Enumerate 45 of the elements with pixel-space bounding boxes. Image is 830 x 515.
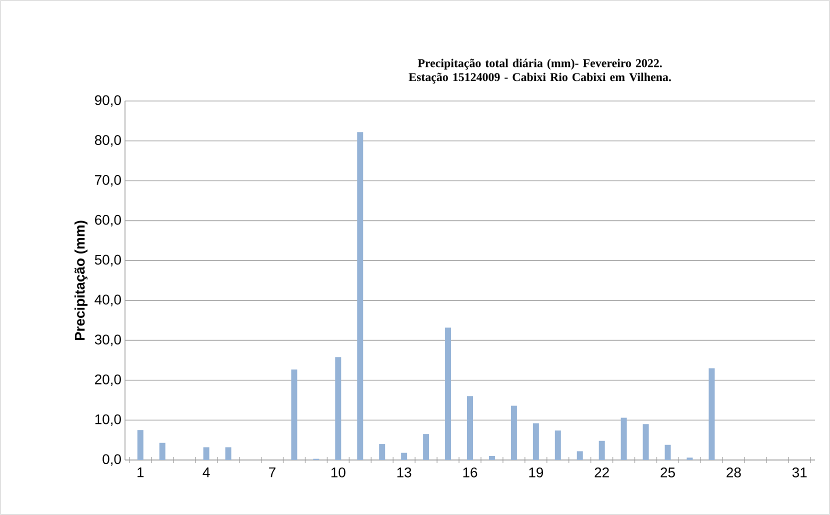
y-tick-label: 70,0 bbox=[95, 175, 121, 187]
x-tick-label: 10 bbox=[331, 468, 346, 478]
bar bbox=[225, 447, 232, 460]
x-tick-label: 25 bbox=[660, 468, 675, 478]
y-tick-label: 10,0 bbox=[95, 414, 121, 426]
y-tick-label: 0,0 bbox=[102, 454, 121, 466]
y-tick-label: 60,0 bbox=[95, 214, 121, 226]
y-tick-label: 20,0 bbox=[95, 374, 121, 386]
bar bbox=[159, 442, 166, 460]
bar bbox=[401, 452, 408, 460]
bar bbox=[642, 424, 649, 460]
bar bbox=[488, 456, 495, 460]
bar bbox=[554, 430, 561, 460]
x-tick-label: 13 bbox=[397, 468, 412, 478]
bar bbox=[708, 368, 715, 460]
bar bbox=[510, 406, 517, 460]
bar bbox=[467, 396, 474, 460]
x-tick-label: 31 bbox=[792, 468, 807, 478]
bar bbox=[357, 132, 364, 460]
bar bbox=[291, 369, 298, 460]
y-axis-title: Precipitação (mm) bbox=[74, 220, 88, 340]
bar bbox=[379, 444, 386, 460]
x-tick-label: 1 bbox=[138, 468, 144, 478]
bar bbox=[445, 328, 452, 460]
x-tick-label: 16 bbox=[463, 468, 478, 478]
x-tick-label: 28 bbox=[726, 468, 741, 478]
bar bbox=[620, 418, 627, 460]
y-tick-label: 40,0 bbox=[94, 294, 121, 306]
bar bbox=[335, 357, 342, 460]
y-tick-label: 90,0 bbox=[94, 95, 121, 107]
y-tick-label: 50,0 bbox=[94, 254, 121, 266]
bar bbox=[203, 447, 210, 460]
x-tick-label: 22 bbox=[594, 468, 609, 478]
bar bbox=[598, 440, 605, 460]
bar bbox=[532, 423, 539, 460]
bar bbox=[576, 451, 583, 460]
bar bbox=[423, 434, 430, 460]
y-tick-label: 80,0 bbox=[94, 135, 121, 147]
x-tick-label: 4 bbox=[202, 468, 210, 478]
x-tick-label: 7 bbox=[269, 468, 276, 478]
bar bbox=[137, 430, 144, 460]
y-tick-label: 30,0 bbox=[94, 334, 121, 346]
bar bbox=[664, 444, 671, 460]
chart-title: Precipitação total diária (mm)- Fevereiro 2022. Estação 15124009 - Cabixi Rio Cabixi em Vilhena. bbox=[408, 58, 671, 84]
x-tick-label: 19 bbox=[529, 468, 544, 478]
